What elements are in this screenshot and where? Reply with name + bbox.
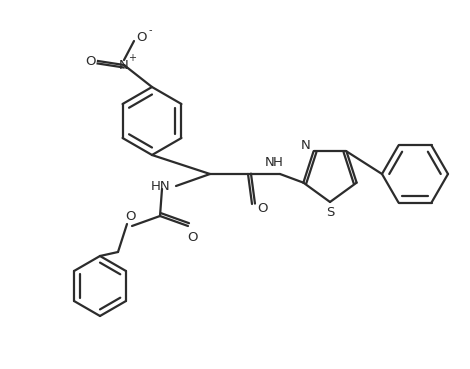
Text: O: O xyxy=(257,201,267,214)
Text: H: H xyxy=(273,155,283,169)
Text: O: O xyxy=(136,31,146,44)
Text: -: - xyxy=(148,25,152,35)
Text: N: N xyxy=(301,139,310,152)
Text: S: S xyxy=(326,206,334,218)
Text: HN: HN xyxy=(150,179,170,193)
Text: O: O xyxy=(85,55,95,68)
Text: N: N xyxy=(119,59,129,72)
Text: O: O xyxy=(187,231,197,244)
Text: N: N xyxy=(265,155,275,169)
Text: +: + xyxy=(128,53,136,63)
Text: O: O xyxy=(125,210,135,223)
